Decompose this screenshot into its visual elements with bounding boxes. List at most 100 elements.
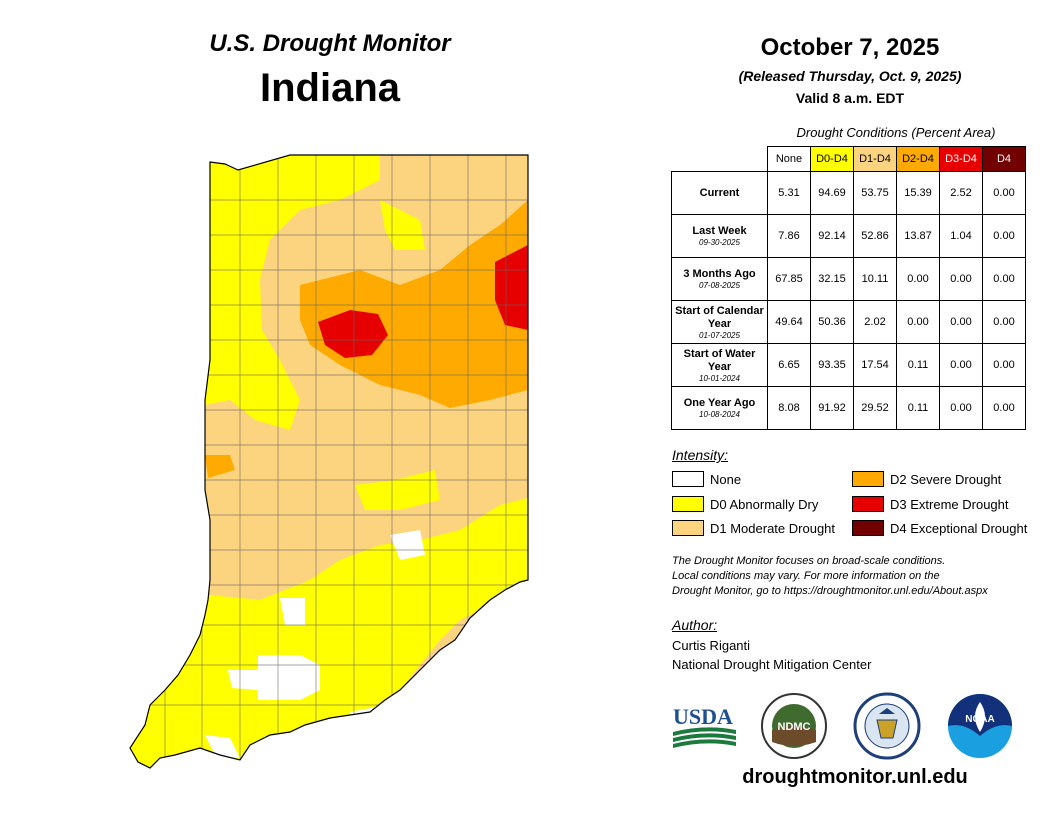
col-header: None	[767, 146, 811, 172]
table-cell: 15.39	[896, 171, 940, 215]
legend-item-none: None	[672, 471, 741, 487]
table-cell: 0.00	[939, 257, 983, 301]
legend-swatch	[852, 471, 884, 487]
row-date: 01-07-2025	[699, 330, 740, 340]
row-label: Last Week	[692, 225, 747, 237]
table-cell: 67.85	[767, 257, 811, 301]
legend-label: None	[710, 471, 742, 487]
table-row: Start of Water Year 10-01-2024 6.65 93.35…	[671, 343, 1026, 387]
author-title: Author:	[672, 617, 718, 633]
legend-item-d0: D0 Abnormally Dry	[672, 496, 818, 512]
release-date: (Released Thursday, Oct. 9, 2025)	[738, 68, 962, 84]
table-cell: 53.75	[853, 171, 897, 215]
table-cell: 50.36	[810, 300, 854, 344]
table-cell: 0.00	[896, 257, 940, 301]
col-header: D3-D4	[939, 146, 983, 172]
table-cell: 0.00	[939, 343, 983, 387]
conditions-table-title: Drought Conditions (Percent Area)	[796, 125, 996, 140]
author-org: National Drought Mitigation Center	[672, 657, 872, 672]
table-cell: 0.11	[896, 343, 940, 387]
website-url: droughtmonitor.unl.edu	[742, 766, 968, 788]
usda-logo: USDA	[673, 704, 736, 748]
table-cell: 32.15	[810, 257, 854, 301]
table-cell: 6.65	[767, 343, 811, 387]
table-cell: 29.52	[853, 386, 897, 430]
table-cell: 13.87	[896, 214, 940, 258]
table-cell: 92.14	[810, 214, 854, 258]
valid-time: Valid 8 a.m. EDT	[795, 90, 905, 106]
legend-swatch	[852, 496, 884, 512]
table-corner	[672, 147, 768, 172]
table-cell: 0.11	[896, 386, 940, 430]
table-cell: 0.00	[982, 300, 1026, 344]
legend-swatch	[672, 496, 704, 512]
table-cell: 52.86	[853, 214, 897, 258]
table-cell: 2.02	[853, 300, 897, 344]
noaa-logo: NOAA	[948, 694, 1012, 758]
row-label: Current	[699, 186, 740, 199]
table-cell: 7.86	[767, 214, 811, 258]
table-row: One Year Ago 10-08-2024 8.08 91.92 29.52 …	[671, 386, 1026, 430]
row-label: One Year Ago	[683, 397, 756, 409]
legend-item-d1: D1 Moderate Drought	[672, 520, 835, 536]
table-cell: 17.54	[853, 343, 897, 387]
drought-conditions-table: None D0-D4 D1-D4 D2-D4 D3-D4 D4 Current …	[671, 146, 1026, 430]
legend-item-d4: D4 Exceptional Drought	[852, 520, 1027, 536]
map-date: October 7, 2025	[760, 34, 940, 61]
table-cell: 49.64	[767, 300, 811, 344]
note-line: Local conditions may vary. For more info…	[672, 570, 940, 582]
table-cell: 0.00	[982, 343, 1026, 387]
table-cell: 5.31	[767, 171, 811, 215]
table-cell: 0.00	[982, 386, 1026, 430]
legend-title: Intensity:	[672, 447, 729, 463]
col-header: D1-D4	[853, 146, 897, 172]
note-line: The Drought Monitor focuses on broad-sca…	[672, 555, 946, 567]
legend-label: D2 Severe Drought	[890, 471, 1002, 487]
legend-label: D3 Extreme Drought	[890, 496, 1009, 512]
col-header: D4	[982, 146, 1026, 172]
table-row: Current 5.31 94.69 53.75 15.39 2.52 0.00	[671, 171, 1026, 215]
note-line: Drought Monitor, go to https://droughtmo…	[672, 585, 988, 597]
legend-swatch	[852, 520, 884, 536]
row-label: 3 Months Ago	[683, 268, 756, 280]
state-title: Indiana	[259, 66, 401, 110]
row-date: 09-30-2025	[699, 238, 740, 247]
row-date: 10-01-2024	[699, 373, 740, 383]
table-cell: 0.00	[939, 300, 983, 344]
col-header: D0-D4	[810, 146, 854, 172]
table-cell: 10.11	[853, 257, 897, 301]
row-date: 07-08-2025	[699, 281, 740, 290]
legend-label: D0 Abnormally Dry	[710, 496, 819, 512]
legend-label: D1 Moderate Drought	[710, 520, 836, 536]
table-cell: 0.00	[982, 257, 1026, 301]
table-cell: 91.92	[810, 386, 854, 430]
legend-item-d2: D2 Severe Drought	[852, 471, 1001, 487]
table-cell: 94.69	[810, 171, 854, 215]
legend-item-d3: D3 Extreme Drought	[852, 496, 1009, 512]
disclaimer-note: The Drought Monitor focuses on broad-sca…	[672, 554, 1042, 599]
col-header: D2-D4	[896, 146, 940, 172]
table-cell: 0.00	[982, 214, 1026, 258]
table-row: 3 Months Ago 07-08-2025 67.85 32.15 10.11…	[671, 257, 1026, 301]
noaa-logo-text: NOAA	[965, 714, 994, 725]
author-name: Curtis Riganti	[672, 638, 751, 653]
row-date: 10-08-2024	[699, 410, 740, 419]
table-row: Start of Calendar Year 01-07-2025 49.64 5…	[671, 300, 1026, 344]
table-cell: 2.52	[939, 171, 983, 215]
ndmc-logo-text: NDMC	[778, 721, 811, 733]
legend-swatch	[672, 471, 704, 487]
table-row: Last Week 09-30-2025 7.86 92.14 52.86 13.…	[671, 214, 1026, 258]
table-cell: 1.04	[939, 214, 983, 258]
table-cell: 8.08	[767, 386, 811, 430]
legend-label: D4 Exceptional Drought	[890, 520, 1028, 536]
table-cell: 0.00	[939, 386, 983, 430]
row-label: Start of Calendar Year	[675, 304, 764, 330]
map-subtitle: U.S. Drought Monitor	[209, 30, 451, 57]
usda-logo-text: USDA	[673, 704, 733, 729]
table-cell: 0.00	[896, 300, 940, 344]
ndmc-logo: NDMC	[761, 693, 827, 759]
row-label: Start of Water Year	[683, 347, 756, 373]
legend-swatch	[672, 520, 704, 536]
commerce-seal-logo	[853, 692, 921, 760]
table-cell: 0.00	[982, 171, 1026, 215]
